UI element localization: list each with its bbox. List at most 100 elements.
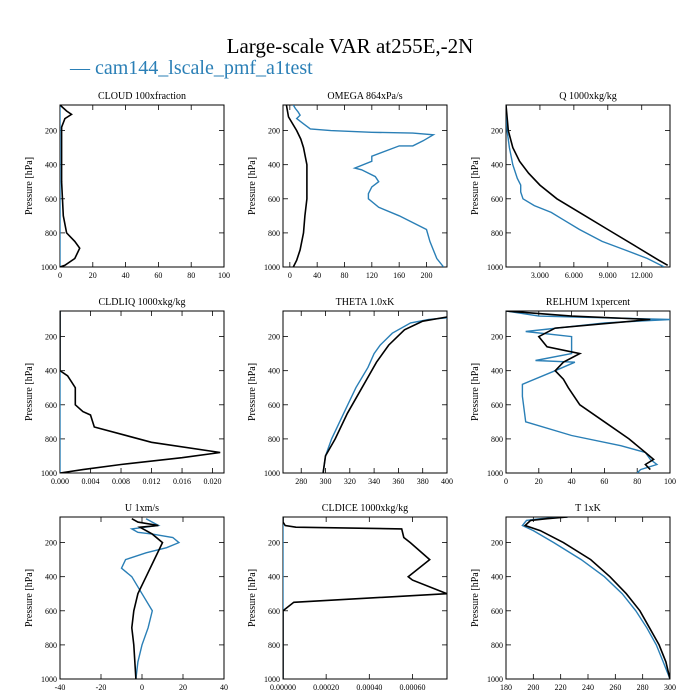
panel-frame (59, 516, 225, 680)
x-tick-label: 0.000 (51, 477, 69, 486)
y-tick-label: 1000 (487, 263, 503, 272)
legend-line-marker: — (70, 57, 90, 79)
panel-title: CLDLIQ 1000xkg/kg (99, 297, 186, 308)
x-tick-label: -40 (55, 683, 66, 692)
panel-title: T 1xK (575, 503, 601, 514)
x-tick-label: 20 (89, 271, 97, 280)
x-tick-label: 100 (218, 271, 230, 280)
y-tick-label: 600 (45, 401, 57, 410)
series-line-black (283, 517, 447, 679)
series-line-blue (521, 517, 670, 679)
x-tick-label: 40 (122, 271, 130, 280)
y-tick-label: 600 (491, 195, 503, 204)
x-tick-label: 0 (58, 271, 62, 280)
y-tick-label: 200 (268, 127, 280, 136)
y-tick-label: 200 (491, 127, 503, 136)
x-tick-label: -20 (96, 683, 107, 692)
panel-title: CLDICE 1000xkg/kg (322, 503, 408, 514)
panel-title: U 1xm/s (125, 503, 159, 514)
y-tick-label: 400 (268, 161, 280, 170)
x-tick-label: 40 (568, 477, 576, 486)
y-axis-label: Pressure [hPa] (247, 157, 258, 215)
series-line-blue (506, 105, 665, 267)
x-tick-label: 260 (609, 683, 621, 692)
series-line-black (322, 316, 447, 473)
y-axis-label: Pressure [hPa] (247, 569, 258, 627)
y-tick-label: 400 (268, 367, 280, 376)
y-tick-label: 400 (491, 573, 503, 582)
series-line-blue (120, 518, 181, 679)
x-tick-label: 0.004 (82, 477, 100, 486)
y-tick-label: 800 (268, 229, 280, 238)
x-tick-label: 240 (582, 683, 594, 692)
x-tick-label: 100 (664, 477, 676, 486)
y-tick-label: 1000 (264, 469, 280, 478)
x-tick-label: 60 (600, 477, 608, 486)
y-tick-label: 800 (268, 435, 280, 444)
panel-title: THETA 1.0xK (336, 297, 395, 308)
series-line-black (130, 518, 164, 679)
y-axis-label: Pressure [hPa] (470, 157, 481, 215)
x-tick-label: 20 (535, 477, 543, 486)
x-tick-label: 0 (288, 271, 292, 280)
x-tick-label: 0.020 (204, 477, 222, 486)
panel-frame (59, 104, 225, 268)
x-tick-label: 160 (393, 271, 405, 280)
x-tick-label: 0.016 (173, 477, 191, 486)
x-tick-label: 0.012 (143, 477, 161, 486)
y-tick-label: 200 (491, 333, 503, 342)
y-tick-label: 1000 (264, 263, 280, 272)
y-tick-label: 1000 (264, 675, 280, 684)
series-line-black (506, 311, 655, 471)
legend-series-label: cam144_lscale_pmf_a1test (95, 57, 313, 79)
x-tick-label: 220 (555, 683, 567, 692)
y-tick-label: 600 (45, 195, 57, 204)
x-tick-label: 80 (633, 477, 641, 486)
panel-title: RELHUM 1xpercent (546, 297, 630, 308)
series-line-black (523, 517, 670, 679)
y-axis-label: Pressure [hPa] (24, 363, 35, 421)
x-tick-label: 320 (344, 477, 356, 486)
y-tick-label: 1000 (487, 469, 503, 478)
x-tick-label: 280 (295, 477, 307, 486)
panel-4: CLDLIQ 1000xkg/kg Pressure [hPa] 200 400 600… (24, 297, 225, 486)
x-tick-label: 80 (341, 271, 349, 280)
y-tick-label: 1000 (487, 675, 503, 684)
panel-5: THETA 1.0xK Pressure [hPa] 200 400 600 800 100… (247, 297, 453, 486)
series-line-black (506, 105, 669, 266)
x-tick-label: 200 (527, 683, 539, 692)
x-tick-label: 0.008 (112, 477, 130, 486)
y-tick-label: 200 (45, 127, 57, 136)
y-axis-label: Pressure [hPa] (470, 569, 481, 627)
x-tick-label: 0.00020 (313, 683, 339, 692)
x-tick-label: 200 (421, 271, 433, 280)
panel-8: CLDICE 1000xkg/kg Pressure [hPa] 200 400 600… (247, 503, 448, 692)
panel-3: Q 1000xkg/kg Pressure [hPa] 200 400 600 800 10… (470, 91, 671, 280)
y-axis-label: Pressure [hPa] (24, 157, 35, 215)
x-tick-label: 380 (417, 477, 429, 486)
x-tick-label: 0.00060 (399, 683, 425, 692)
x-tick-label: 0 (504, 477, 508, 486)
panel-frame (282, 104, 448, 268)
y-tick-label: 600 (268, 401, 280, 410)
legend: — cam144_lscale_pmf_a1test (70, 57, 313, 80)
figure-title: Large-scale VAR at255E,-2N (226, 34, 474, 58)
x-tick-label: 0.00040 (356, 683, 382, 692)
x-tick-label: 6.000 (565, 271, 583, 280)
y-axis-label: Pressure [hPa] (470, 363, 481, 421)
y-tick-label: 400 (491, 367, 503, 376)
series-line-black (285, 105, 308, 267)
panel-frame (505, 310, 671, 474)
x-tick-label: 300 (320, 477, 332, 486)
y-tick-label: 200 (268, 539, 280, 548)
x-tick-label: 0.00000 (270, 683, 296, 692)
y-tick-label: 200 (491, 539, 503, 548)
series-line-black (60, 105, 81, 267)
x-tick-label: 120 (366, 271, 378, 280)
y-tick-label: 200 (45, 333, 57, 342)
